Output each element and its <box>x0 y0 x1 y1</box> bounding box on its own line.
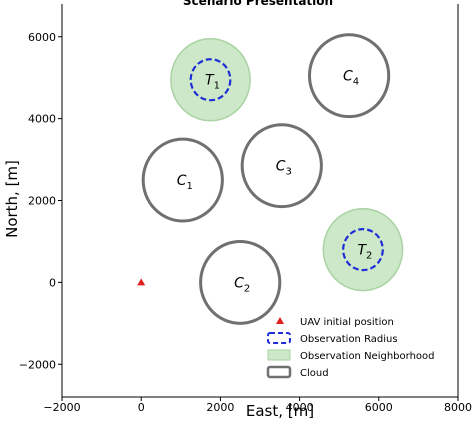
cloud-label: C1 <box>177 173 193 192</box>
y-tick-label: 2000 <box>28 195 56 208</box>
cloud-circle <box>199 239 282 325</box>
target-label: T1 <box>205 73 220 92</box>
cloud-circle <box>308 33 391 119</box>
x-axis-label: East, [m] <box>245 402 315 420</box>
observation-neighborhood <box>322 207 404 292</box>
chart-title: Scenario Presentation <box>182 0 334 8</box>
legend-cloud-icon <box>266 365 292 379</box>
y-tick-label: 6000 <box>28 31 56 44</box>
target-label: T2 <box>357 243 372 262</box>
x-tick-label: 0 <box>138 401 145 414</box>
y-tick-label: −2000 <box>19 358 56 371</box>
observation-radius <box>342 228 384 272</box>
legend-label: Observation Radius <box>300 334 398 345</box>
y-tick-label: 4000 <box>28 113 56 126</box>
legend-label: Observation Neighborhood <box>300 351 435 362</box>
legend-label: Cloud <box>300 368 329 379</box>
x-tick-label: −2000 <box>43 401 80 414</box>
observation-radius <box>189 58 232 102</box>
y-tick-label: 0 <box>49 276 56 289</box>
legend-neighborhood-icon <box>267 349 291 361</box>
cloud-label: C2 <box>234 275 250 294</box>
legend-uav-icon <box>276 317 284 324</box>
cloud-circle <box>240 123 323 209</box>
x-tick-label: 2000 <box>206 401 234 414</box>
cloud-label: C3 <box>276 159 292 178</box>
observation-neighborhood <box>170 38 251 122</box>
x-tick-label: 4000 <box>286 401 314 414</box>
cloud-circle <box>141 137 224 223</box>
legend-label: UAV initial position <box>300 317 394 328</box>
x-tick-label: 8000 <box>444 401 472 414</box>
x-tick-label: 6000 <box>365 401 393 414</box>
legend-observation-icon <box>267 332 291 344</box>
cloud-label: C4 <box>343 69 359 88</box>
uav-marker <box>137 278 146 286</box>
